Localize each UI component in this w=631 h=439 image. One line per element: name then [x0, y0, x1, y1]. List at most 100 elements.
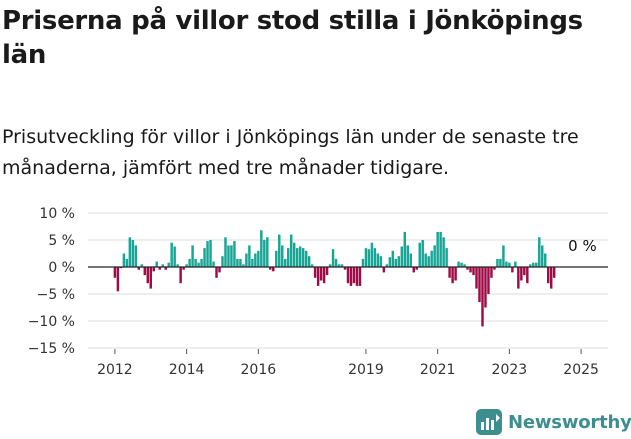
- x-tick-label: 2025: [563, 362, 599, 378]
- bar: [466, 267, 469, 270]
- bar: [173, 246, 176, 267]
- bar: [313, 267, 317, 278]
- bar: [191, 245, 194, 267]
- x-tick-label: 2021: [420, 362, 456, 378]
- bar: [310, 264, 314, 267]
- bar: [499, 258, 502, 267]
- bar: [514, 261, 517, 267]
- bar: [233, 241, 236, 267]
- bar: [547, 267, 550, 284]
- x-tick-label: 2023: [492, 362, 528, 378]
- bar: [304, 250, 308, 267]
- bar: [176, 264, 179, 267]
- bar: [167, 262, 170, 267]
- bar: [445, 248, 448, 267]
- bar: [460, 262, 463, 267]
- bar: [146, 267, 149, 284]
- bar: [400, 246, 404, 267]
- bar: [170, 242, 173, 267]
- bar: [433, 245, 436, 267]
- bar: [122, 253, 126, 267]
- bar: [352, 267, 356, 284]
- bar: [278, 234, 281, 267]
- bar: [544, 253, 547, 267]
- bar: [152, 267, 155, 272]
- bar: [188, 258, 191, 267]
- bar: [430, 250, 433, 267]
- bar: [409, 253, 412, 267]
- bar: [182, 267, 185, 270]
- bar: [355, 267, 359, 286]
- bar: [275, 250, 278, 267]
- bar: [349, 267, 353, 286]
- bar: [490, 267, 493, 278]
- bar: [289, 234, 293, 267]
- bar: [316, 267, 320, 286]
- bar: [137, 267, 141, 270]
- bar: [328, 264, 332, 267]
- bar: [394, 258, 398, 267]
- bar: [203, 248, 206, 267]
- bar: [373, 248, 377, 267]
- bar: [200, 258, 203, 267]
- bar: [257, 250, 260, 267]
- y-tick-label: 10 %: [39, 206, 75, 222]
- bar: [248, 245, 251, 267]
- bar: [287, 248, 290, 267]
- page-subtitle: Prisutveckling för villor i Jönköpings l…: [2, 126, 579, 179]
- bar: [269, 267, 272, 270]
- bar: [215, 267, 218, 278]
- bar: [239, 258, 242, 267]
- bar: [125, 258, 129, 267]
- bar: [541, 245, 544, 267]
- bar: [337, 264, 341, 267]
- bar: [484, 267, 487, 308]
- bar: [448, 267, 451, 278]
- bar: [463, 264, 466, 267]
- bar: [472, 267, 475, 276]
- bar: [298, 246, 302, 267]
- bar: [475, 267, 478, 289]
- bar: [454, 267, 457, 281]
- bar: [517, 267, 520, 289]
- bar: [158, 267, 161, 270]
- bar: [334, 258, 338, 267]
- bar-chart: 10 % 5 % 0 % −5 % −10 % −15 % 2012 2014 2016 2019…: [28, 206, 608, 378]
- bar: [254, 253, 257, 267]
- bar: [535, 262, 538, 267]
- bar: [436, 231, 439, 267]
- bar: [427, 256, 430, 267]
- bar: [218, 267, 221, 273]
- bar: [319, 267, 323, 281]
- bar: [212, 261, 215, 267]
- bar: [397, 256, 401, 267]
- bar: [361, 258, 365, 267]
- bar: [221, 256, 224, 267]
- bar: [442, 237, 445, 267]
- bar: [161, 264, 164, 267]
- bar: [418, 242, 421, 267]
- bar: [502, 245, 505, 267]
- bar: [284, 258, 287, 267]
- brand-logo: Newsworthy: [476, 407, 631, 437]
- bar: [209, 240, 212, 267]
- bar: [538, 237, 541, 267]
- bar: [113, 267, 117, 278]
- newsworthy-logo-icon: [476, 409, 502, 435]
- bar: [552, 267, 556, 278]
- bar: [343, 267, 347, 270]
- bar: [185, 264, 188, 267]
- bar: [206, 241, 209, 267]
- bar: [197, 262, 200, 267]
- bar: [549, 267, 553, 289]
- bar: [272, 267, 275, 272]
- bar: [245, 253, 248, 267]
- bar: [520, 267, 523, 281]
- bar: [224, 237, 227, 267]
- bar: [149, 267, 152, 289]
- bar: [370, 242, 374, 267]
- bar: [388, 257, 392, 267]
- bar: [469, 267, 472, 273]
- bar: [251, 258, 254, 267]
- bar: [391, 250, 395, 267]
